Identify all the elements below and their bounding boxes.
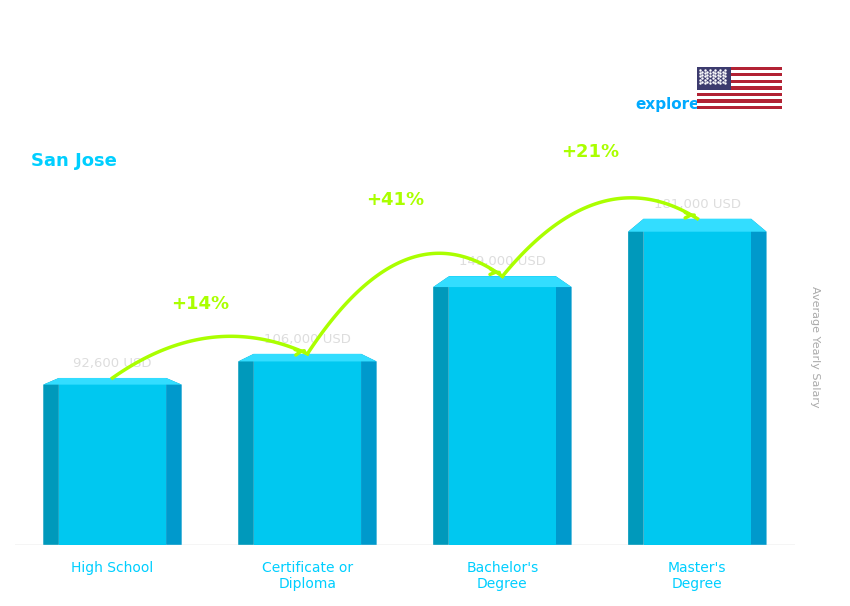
Polygon shape — [434, 276, 571, 287]
Text: Average Yearly Salary: Average Yearly Salary — [810, 286, 820, 407]
Polygon shape — [43, 378, 182, 385]
Bar — [697, 80, 782, 83]
Bar — [697, 96, 782, 99]
Bar — [697, 106, 782, 109]
Text: 181,000 USD: 181,000 USD — [654, 198, 741, 210]
Text: District Sales Manager: District Sales Manager — [31, 127, 235, 145]
Bar — [697, 73, 782, 76]
Bar — [697, 86, 782, 90]
Polygon shape — [238, 354, 254, 545]
Bar — [449, 276, 556, 545]
Bar — [697, 83, 782, 86]
Bar — [697, 90, 782, 93]
Text: +14%: +14% — [171, 295, 230, 313]
Text: 149,000 USD: 149,000 USD — [459, 255, 546, 268]
Polygon shape — [556, 276, 571, 545]
Polygon shape — [361, 354, 377, 545]
Bar — [254, 354, 361, 545]
Text: 106,000 USD: 106,000 USD — [264, 333, 351, 345]
Polygon shape — [628, 219, 643, 545]
Bar — [697, 67, 782, 70]
Bar — [59, 378, 166, 545]
Bar — [697, 76, 782, 80]
Bar — [643, 219, 751, 545]
Text: .com: .com — [701, 97, 742, 112]
Text: salary: salary — [576, 97, 629, 112]
Polygon shape — [238, 354, 377, 361]
Text: San Jose: San Jose — [31, 152, 116, 170]
Polygon shape — [628, 219, 767, 231]
Text: +41%: +41% — [366, 191, 424, 208]
Bar — [697, 93, 782, 96]
Text: +21%: +21% — [561, 143, 619, 161]
Polygon shape — [434, 276, 449, 545]
Text: 92,600 USD: 92,600 USD — [73, 357, 152, 370]
Bar — [697, 67, 731, 90]
Polygon shape — [166, 378, 182, 545]
Polygon shape — [751, 219, 767, 545]
Text: explorer: explorer — [635, 97, 707, 112]
Polygon shape — [43, 378, 59, 545]
Text: Salary Comparison By Education: Salary Comparison By Education — [31, 97, 539, 125]
Bar — [697, 102, 782, 106]
Bar — [697, 99, 782, 102]
Bar — [697, 70, 782, 73]
